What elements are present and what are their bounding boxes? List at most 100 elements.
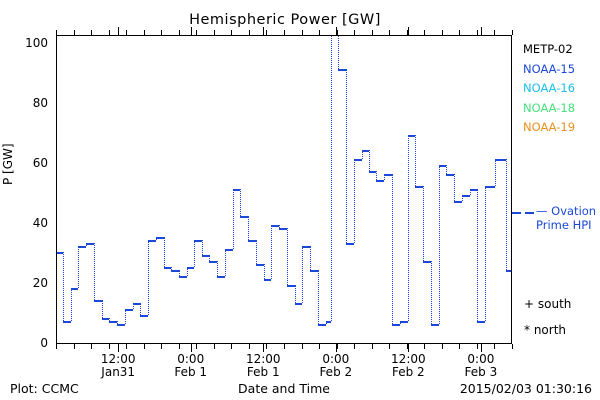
x-tick-label-date: Feb 1 [246,365,280,379]
data-step-riser [469,189,471,195]
data-step-riser [171,267,173,270]
x-tick-minor-top [178,30,180,35]
data-step-segment [57,252,64,254]
data-step-riser [186,267,188,276]
data-step-segment [163,267,172,269]
data-step-riser [124,309,126,324]
legend-item-noaa-18[interactable]: NOAA-18 [523,100,576,115]
data-step-segment [217,276,225,278]
data-step-riser [310,246,312,270]
data-step-riser [209,255,211,261]
x-tick-minor [424,344,426,349]
data-step-segment [286,285,295,287]
data-step-segment [124,309,133,311]
x-tick-minor [389,344,391,349]
x-tick-minor-top [319,30,321,35]
data-step-segment [454,201,462,203]
x-tick-label-time: 0:00 [177,352,205,366]
x-tick-minor [319,344,321,349]
x-tick-label-date: Feb 1 [174,365,208,379]
data-step-riser [132,303,134,309]
x-tick-minor-top [196,30,198,35]
x-tick-minor [178,344,180,349]
x-tick-minor [231,344,233,349]
y-tick-label: 60 [32,156,48,170]
legend-item-noaa-19[interactable]: NOAA-19 [523,120,576,134]
data-step-segment [202,255,210,257]
legend: METP-02 NOAA-15 NOAA-16 NOAA-18 NOAA-19 [523,40,575,138]
plot-area[interactable] [56,35,512,344]
data-step-riser [140,303,142,315]
x-tick-minor-top [301,30,303,35]
data-step-segment [446,174,455,176]
data-step-segment [485,186,495,188]
legend-item-metp-02[interactable]: METP-02 [523,42,573,56]
x-tick-minor-top [56,30,57,35]
data-step-segment [271,225,280,227]
data-step-riser [93,243,95,300]
data-step-riser [494,159,496,186]
x-tick-major-top [263,27,265,35]
data-step-segment [117,324,125,326]
data-step-riser [279,225,281,228]
data-step-segment [310,270,318,272]
x-tick-minor-top [161,30,163,35]
data-step-riser [446,165,448,174]
data-step-segment [477,321,486,323]
x-tick-minor [143,344,145,349]
x-tick-minor-top [248,30,250,35]
data-step-riser [117,321,119,324]
data-step-segment [148,240,156,242]
data-step-segment [361,150,370,152]
ovation-label-line2: Prime HPI [536,217,592,232]
x-tick-major [190,344,192,352]
data-step-riser [438,165,440,324]
x-tick-minor [476,344,478,349]
data-step-segment [255,264,264,266]
x-tick-minor [406,344,408,349]
data-step-segment [494,159,507,161]
y-tick-label: 80 [32,96,48,110]
x-tick-minor [248,344,250,349]
legend-item-noaa-16[interactable]: NOAA-16 [523,81,576,95]
x-tick-label-date: Feb 2 [319,365,353,379]
data-step-riser [179,270,181,276]
data-step-segment [248,240,256,242]
data-step-segment [302,246,311,248]
x-tick-label: 12:00 Feb 1 [223,353,303,379]
x-tick-minor-top [459,30,461,35]
data-step-segment [376,180,385,182]
x-tick-minor-top [336,30,338,35]
x-tick-label: 12:00 Jan31 [78,353,158,379]
data-step-segment [415,186,424,188]
x-tick-minor [161,344,163,349]
data-step-segment [132,303,141,305]
x-tick-major-top [335,27,337,35]
legend-item-noaa-15[interactable]: NOAA-15 [523,61,576,76]
x-tick-label-date: Jan31 [101,365,136,379]
x-tick-label-time: 0:00 [467,352,495,366]
data-step-segment [86,243,94,245]
x-tick-minor [301,344,303,349]
data-step-riser [506,159,508,270]
data-step-riser [294,285,296,303]
x-tick-major-top [190,27,192,35]
x-tick-major [263,344,265,352]
data-series-noaa-15 [57,36,511,343]
data-step-segment [338,69,347,71]
x-tick-minor [354,344,356,349]
x-tick-minor [459,344,461,349]
x-tick-minor [441,344,443,349]
x-tick-minor-top [284,30,285,35]
data-step-segment [193,240,202,242]
x-tick-label-time: 0:00 [322,352,350,366]
x-tick-minor-top [441,30,443,35]
data-step-riser [338,36,340,69]
data-step-riser [232,189,234,249]
data-step-riser [361,150,363,159]
data-step-segment [317,324,326,326]
data-step-segment [423,261,431,263]
x-tick-minor-top [406,30,408,35]
data-step-riser [263,264,265,279]
